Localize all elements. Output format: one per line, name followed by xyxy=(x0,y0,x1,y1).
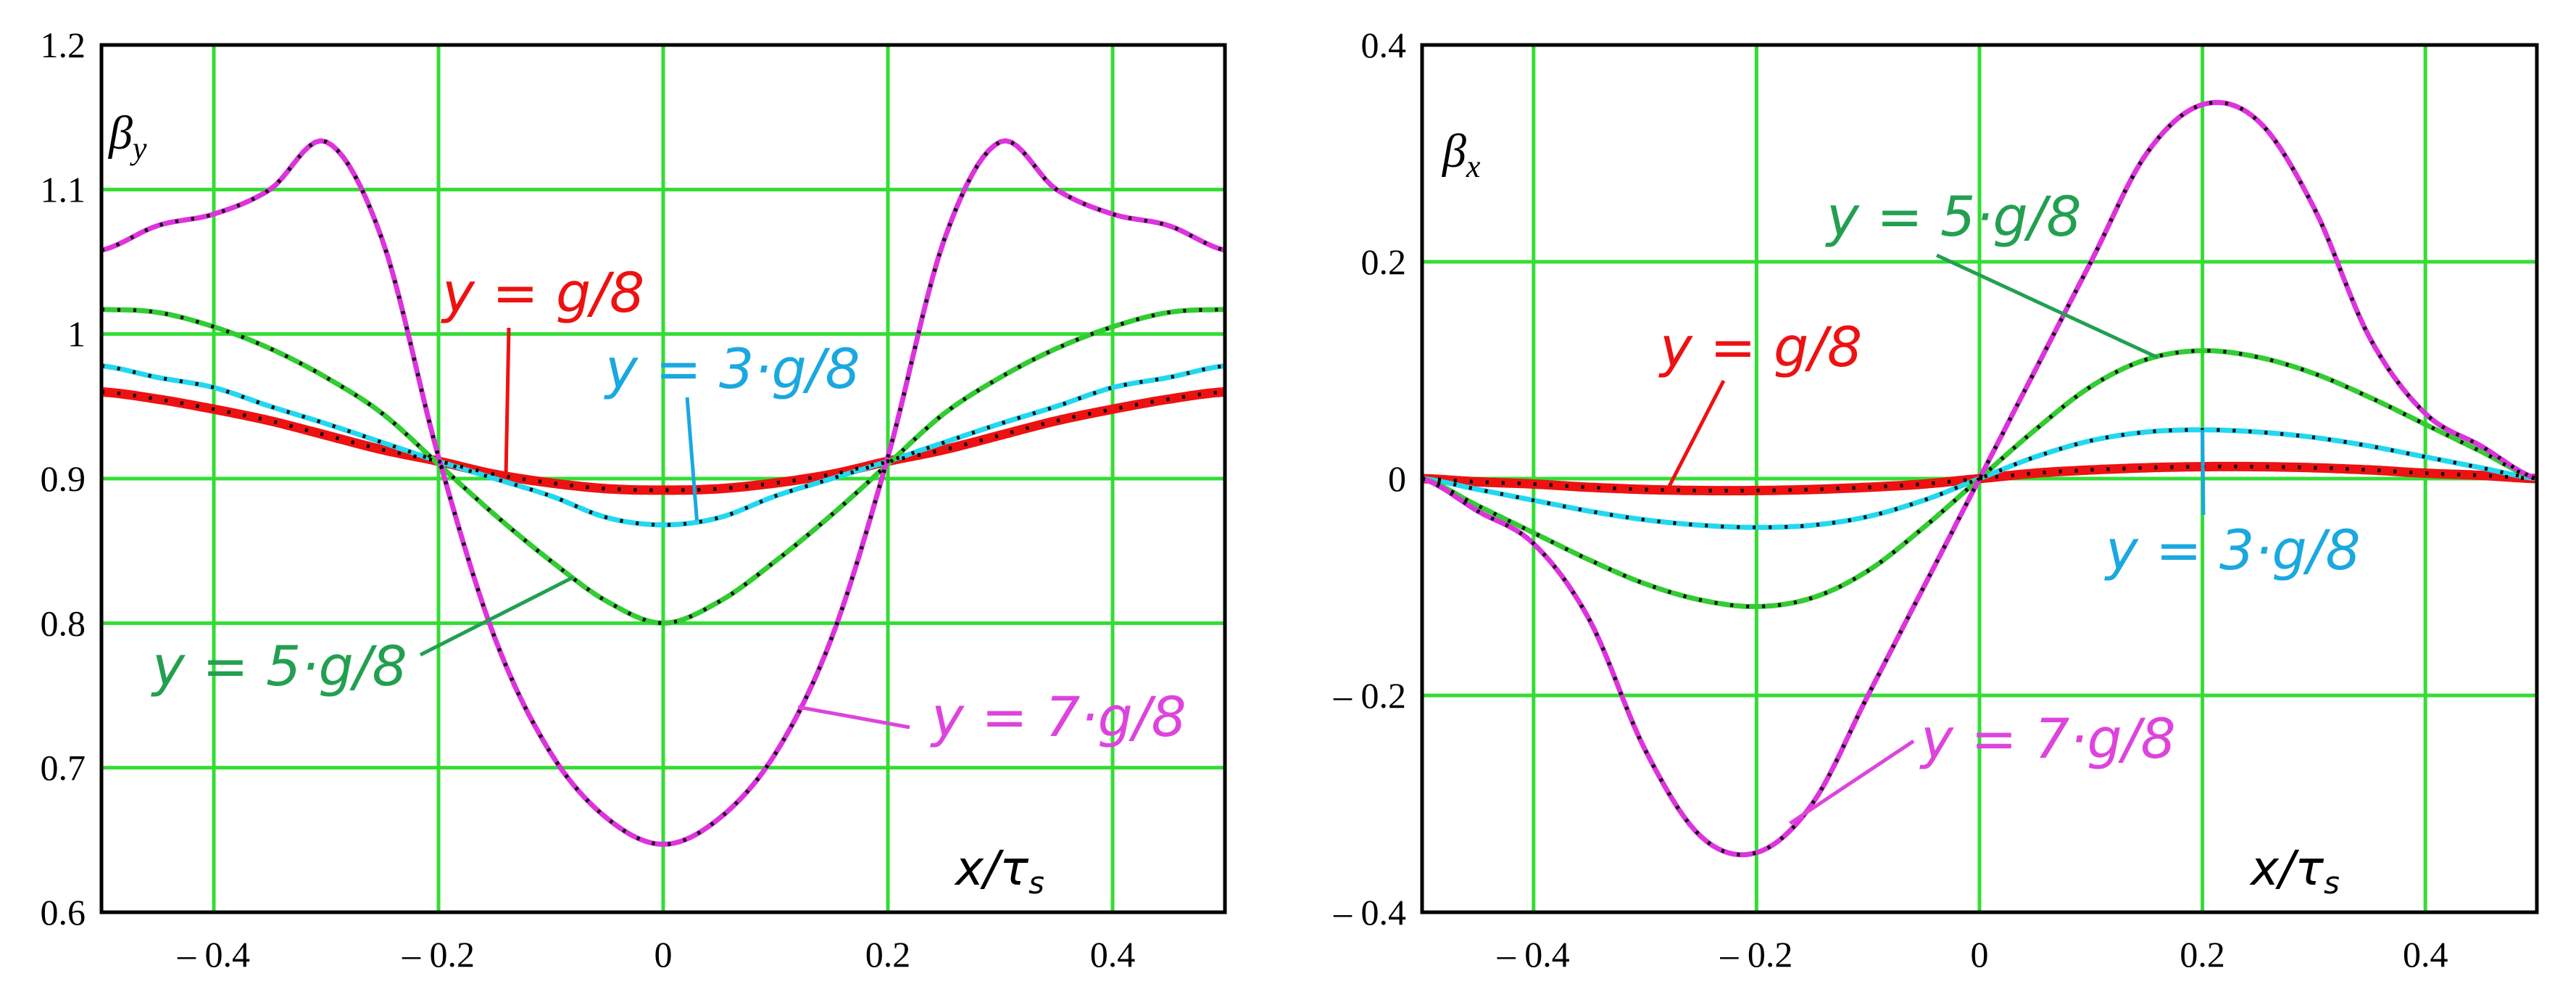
y-tick-label: – 0.2 xyxy=(1333,675,1406,716)
chart-beta-y: – 0.4 – 0.2 0 0.2 0.4 0.6 0.7 0.8 0.9 1 1.1 1.2 y … xyxy=(41,25,1227,975)
label-leader-line xyxy=(1666,379,1726,491)
curve-label: y = 5·g/8 xyxy=(151,634,407,698)
y-tick-label: 0.4 xyxy=(1361,25,1407,65)
dotted-overlays xyxy=(1421,100,2538,857)
curve-label-rest: = 5·g/8 xyxy=(1859,184,2082,249)
curve-label: y = 3·g/8 xyxy=(2104,518,2361,582)
y-tick-label: 1 xyxy=(67,314,86,355)
curve-label-y: y xyxy=(2104,518,2139,582)
curve-label: y = 3·g/8 xyxy=(604,336,860,401)
curve-label-y: y xyxy=(1658,315,1693,379)
plot-frame xyxy=(99,43,1227,914)
label-leader-line xyxy=(685,397,699,521)
curve-label-rest: = 7·g/8 xyxy=(1953,706,2176,771)
y-tick-label: 0.8 xyxy=(41,603,86,643)
x-axis-label: x/τs xyxy=(954,840,1044,901)
curve-label: y = g/8 xyxy=(441,260,644,325)
curve-label-y: y xyxy=(441,260,475,325)
curve-label-rest: = 7·g/8 xyxy=(964,685,1187,749)
dotted-overlays xyxy=(101,139,1226,846)
x-tick-label: – 0.4 xyxy=(177,934,250,975)
curve-label-y: y xyxy=(930,685,965,749)
series-line-3 xyxy=(101,307,1226,626)
y-tick-label: 0 xyxy=(1388,458,1406,499)
x-tick-label: 0 xyxy=(655,934,673,975)
x-tick-label: 0.4 xyxy=(1090,934,1136,975)
curve-label: y = 7·g/8 xyxy=(1919,706,2176,771)
y-tick-label: 0.2 xyxy=(1361,241,1407,282)
grid-lines xyxy=(101,43,1225,914)
x-tick-labels: – 0.4 – 0.2 0 0.2 0.4 xyxy=(177,934,1135,975)
curve-label: y = 7·g/8 xyxy=(930,685,1187,749)
x-tick-labels: – 0.4 – 0.2 0 0.2 0.4 xyxy=(1497,934,2448,975)
label-leader-line xyxy=(797,705,910,730)
label-leader-line xyxy=(504,327,511,476)
curve-label: y = 5·g/8 xyxy=(1825,184,2082,249)
x-axis-label: x/τs xyxy=(2249,840,2340,901)
curve-label-rest: = 5·g/8 xyxy=(185,634,407,698)
curve-label: y = g/8 xyxy=(1658,315,1862,379)
x-tick-label: 0.4 xyxy=(2403,934,2448,975)
curve-labels: y = g/8y = 3·g/8y = 5·g/8y = 7·g/8 xyxy=(151,260,1187,749)
x-tick-label: – 0.2 xyxy=(402,934,475,975)
y-tick-label: 0.9 xyxy=(41,458,86,499)
y-tick-label: 0.6 xyxy=(41,892,86,933)
curve-label-y: y xyxy=(1825,184,1860,249)
curve-label-rest: = g/8 xyxy=(1692,315,1862,379)
y-tick-label: – 0.4 xyxy=(1333,892,1406,933)
x-tick-label: 0.2 xyxy=(865,934,911,975)
label-leader-line xyxy=(1789,739,1915,825)
label-leader-line xyxy=(1935,253,2159,360)
series-dots-3 xyxy=(1421,349,2538,608)
y-tick-label: 1.1 xyxy=(41,169,86,210)
y-tick-labels: – 0.4 – 0.2 0 0.2 0.4 xyxy=(1333,25,1406,933)
curve-label-y: y xyxy=(604,336,639,401)
x-tick-label: 0.2 xyxy=(2180,934,2225,975)
x-tick-label: 0 xyxy=(1971,934,1989,975)
label-leaders xyxy=(419,327,910,730)
series-dots-2 xyxy=(101,364,1226,527)
curve-label-rest: = 3·g/8 xyxy=(638,336,860,401)
series-line-1 xyxy=(101,387,1226,495)
chart-beta-x: – 0.4 – 0.2 0 0.2 0.4 – 0.4 – 0.2 0 0.2 0.4 y = … xyxy=(1333,25,2539,975)
x-tick-label: – 0.2 xyxy=(1719,934,1792,975)
y-tick-labels: 0.6 0.7 0.8 0.9 1 1.1 1.2 xyxy=(41,25,86,933)
x-tick-label: – 0.4 xyxy=(1497,934,1570,975)
y-tick-label: 0.7 xyxy=(41,748,86,788)
curve-label-rest: = g/8 xyxy=(475,260,644,325)
curve-label-rest: = 3·g/8 xyxy=(2138,518,2361,582)
y-axis-label: βx xyxy=(1441,125,1481,184)
label-leader-line xyxy=(419,575,575,657)
series-dots-4 xyxy=(101,139,1226,846)
y-axis-label: βy xyxy=(107,107,147,166)
y-tick-label: 1.2 xyxy=(41,25,86,65)
curve-labels: y = g/8y = 3·g/8y = 5·g/8y = 7·g/8 xyxy=(1658,184,2361,771)
curve-label-y: y xyxy=(1919,706,1954,771)
label-leaders xyxy=(1666,253,2206,825)
curve-label-y: y xyxy=(151,634,186,698)
plot-frame xyxy=(1420,43,2539,914)
